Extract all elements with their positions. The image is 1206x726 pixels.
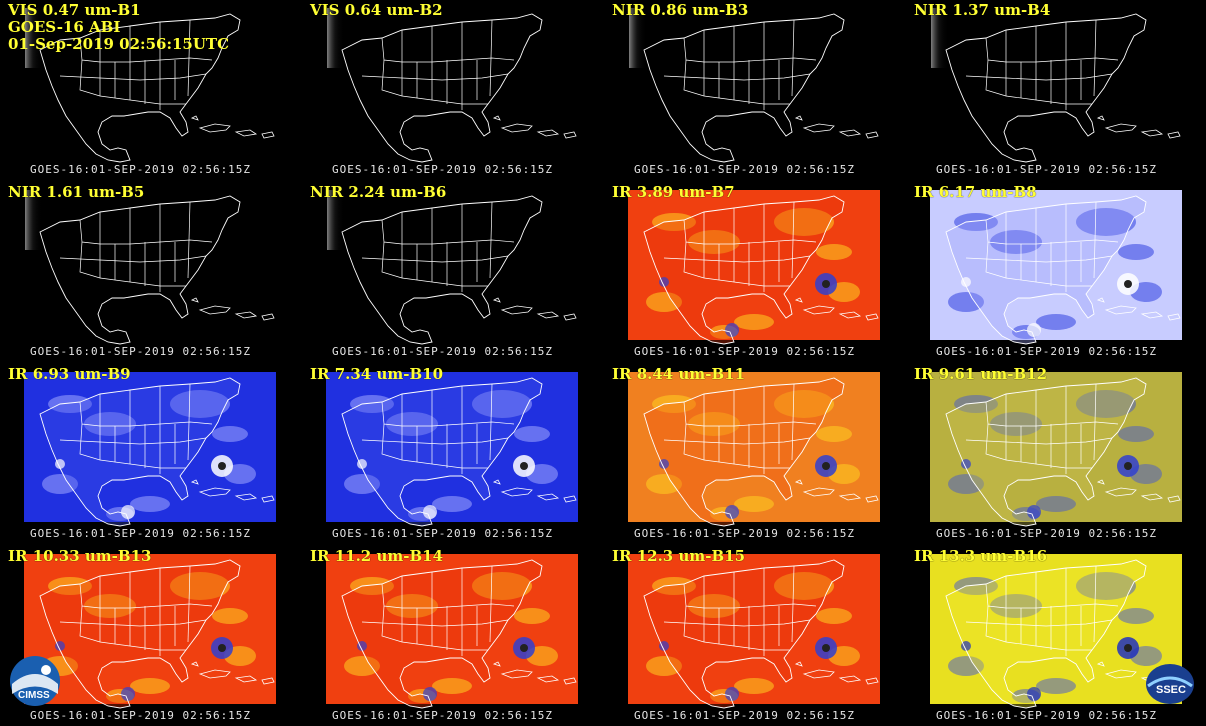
band-label: NIR 2.24 um-B6 bbox=[310, 183, 447, 201]
band-label: IR 8.44 um-B11 bbox=[612, 365, 746, 383]
timestamp: 01-Sep-2019 02:56:15UTC bbox=[8, 35, 230, 53]
band-label: NIR 0.86 um-B3 bbox=[612, 1, 749, 19]
band-label: IR 7.34 um-B10 bbox=[310, 365, 444, 383]
satellite-name: GOES-16 ABI bbox=[8, 18, 121, 36]
panel-footer-timestamp: GOES-16:01-SEP-2019 02:56:15Z bbox=[634, 527, 856, 540]
panel-footer-timestamp: GOES-16:01-SEP-2019 02:56:15Z bbox=[332, 345, 554, 358]
band-panel: NIR 0.86 um-B3 GOES-16:01-SEP-2019 02:56:… bbox=[604, 0, 902, 177]
band-panel: IR 6.17 um-B8 GOES-16:01-SEP-2019 02:56:1… bbox=[906, 182, 1204, 359]
panel-footer-timestamp: GOES-16:01-SEP-2019 02:56:15Z bbox=[30, 345, 252, 358]
panel-footer-timestamp: GOES-16:01-SEP-2019 02:56:15Z bbox=[30, 527, 252, 540]
panel-footer-timestamp: GOES-16:01-SEP-2019 02:56:15Z bbox=[30, 163, 252, 176]
band-label: IR 9.61 um-B12 bbox=[914, 365, 1048, 383]
satellite-image bbox=[327, 8, 577, 163]
band-label: VIS 0.47 um-B1 bbox=[8, 1, 141, 19]
band-panel: NIR 1.61 um-B5 GOES-16:01-SEP-2019 02:56:… bbox=[0, 182, 298, 359]
ssec-logo: SSEC bbox=[1144, 662, 1196, 706]
band-panel: NIR 2.24 um-B6 GOES-16:01-SEP-2019 02:56:… bbox=[302, 182, 600, 359]
band-panel: NIR 1.37 um-B4 GOES-16:01-SEP-2019 02:56:… bbox=[906, 0, 1204, 177]
satellite-image bbox=[931, 8, 1181, 163]
panel-footer-timestamp: GOES-16:01-SEP-2019 02:56:15Z bbox=[634, 163, 856, 176]
band-panel: IR 9.61 um-B12 GOES-16:01-SEP-2019 02:56:… bbox=[906, 364, 1204, 541]
panel-footer-timestamp: GOES-16:01-SEP-2019 02:56:15Z bbox=[936, 527, 1158, 540]
band-panel: IR 3.89 um-B7 GOES-16:01-SEP-2019 02:56:1… bbox=[604, 182, 902, 359]
satellite-image bbox=[930, 554, 1182, 709]
band-label: IR 10.33 um-B13 bbox=[8, 547, 152, 565]
satellite-image bbox=[628, 554, 880, 709]
satellite-image bbox=[24, 554, 276, 709]
panel-footer-timestamp: GOES-16:01-SEP-2019 02:56:15Z bbox=[634, 709, 856, 722]
panel-footer-timestamp: GOES-16:01-SEP-2019 02:56:15Z bbox=[634, 345, 856, 358]
satellite-image bbox=[628, 190, 880, 345]
band-label: IR 6.17 um-B8 bbox=[914, 183, 1037, 201]
satellite-image bbox=[25, 190, 275, 345]
ssec-logo-text: SSEC bbox=[1156, 684, 1186, 696]
satellite-image bbox=[629, 8, 879, 163]
image-header: GOES-16 ABI 01-Sep-2019 02:56:15UTC bbox=[8, 19, 229, 53]
band-panel: VIS 0.47 um-B1 GOES-16 ABI 01-Sep-2019 02:… bbox=[0, 0, 298, 177]
cimss-logo: CIMSS bbox=[8, 654, 62, 708]
band-label: IR 3.89 um-B7 bbox=[612, 183, 735, 201]
band-panel: IR 8.44 um-B11 GOES-16:01-SEP-2019 02:56:… bbox=[604, 364, 902, 541]
satellite-image bbox=[930, 190, 1182, 345]
panel-footer-timestamp: GOES-16:01-SEP-2019 02:56:15Z bbox=[936, 345, 1158, 358]
panel-footer-timestamp: GOES-16:01-SEP-2019 02:56:15Z bbox=[332, 163, 554, 176]
band-panel: IR 6.93 um-B9 GOES-16:01-SEP-2019 02:56:1… bbox=[0, 364, 298, 541]
satellite-image bbox=[327, 190, 577, 345]
band-label: IR 13.3 um-B16 bbox=[914, 547, 1048, 565]
band-label: NIR 1.37 um-B4 bbox=[914, 1, 1051, 19]
band-label: IR 11.2 um-B14 bbox=[310, 547, 444, 565]
panel-footer-timestamp: GOES-16:01-SEP-2019 02:56:15Z bbox=[936, 709, 1158, 722]
band-label: VIS 0.64 um-B2 bbox=[310, 1, 443, 19]
panel-footer-timestamp: GOES-16:01-SEP-2019 02:56:15Z bbox=[332, 709, 554, 722]
cimss-logo-text: CIMSS bbox=[18, 690, 50, 701]
satellite-image bbox=[25, 8, 275, 163]
band-panel: IR 11.2 um-B14 GOES-16:01-SEP-2019 02:56:… bbox=[302, 546, 600, 723]
satellite-image bbox=[24, 372, 276, 527]
panel-footer-timestamp: GOES-16:01-SEP-2019 02:56:15Z bbox=[30, 709, 252, 722]
band-label: IR 6.93 um-B9 bbox=[8, 365, 131, 383]
band-panel: IR 10.33 um-B13 GOES-16:01-SEP-2019 02:56… bbox=[0, 546, 298, 723]
band-panel: VIS 0.64 um-B2 GOES-16:01-SEP-2019 02:56:… bbox=[302, 0, 600, 177]
band-label: NIR 1.61 um-B5 bbox=[8, 183, 145, 201]
panel-footer-timestamp: GOES-16:01-SEP-2019 02:56:15Z bbox=[936, 163, 1158, 176]
panel-footer-timestamp: GOES-16:01-SEP-2019 02:56:15Z bbox=[332, 527, 554, 540]
satellite-image bbox=[628, 372, 880, 527]
satellite-image bbox=[326, 554, 578, 709]
band-panel: IR 7.34 um-B10 GOES-16:01-SEP-2019 02:56:… bbox=[302, 364, 600, 541]
satellite-image bbox=[326, 372, 578, 527]
band-label: IR 12.3 um-B15 bbox=[612, 547, 746, 565]
satellite-image bbox=[930, 372, 1182, 527]
band-panel: IR 12.3 um-B15 GOES-16:01-SEP-2019 02:56:… bbox=[604, 546, 902, 723]
